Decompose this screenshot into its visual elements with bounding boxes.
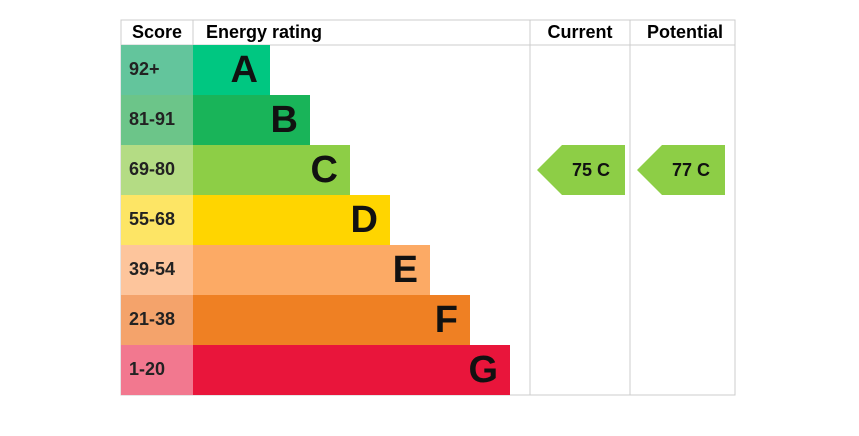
header-rating: Energy rating	[206, 22, 322, 42]
score-cell	[121, 295, 193, 345]
rating-bar	[193, 45, 270, 95]
score-label: 81-91	[129, 109, 175, 129]
score-cell	[121, 245, 193, 295]
header-potential: Potential	[647, 22, 723, 42]
rating-letter: E	[393, 249, 418, 291]
rating-bar	[193, 295, 470, 345]
score-cell	[121, 45, 193, 95]
rating-arrow-label: 75 C	[572, 160, 610, 180]
score-label: 69-80	[129, 159, 175, 179]
rating-bar	[193, 345, 510, 395]
rating-letter: B	[271, 99, 298, 141]
score-label: 55-68	[129, 209, 175, 229]
rating-bar	[193, 145, 350, 195]
rating-arrow	[537, 145, 625, 195]
score-cell	[121, 95, 193, 145]
rating-letter: G	[468, 349, 498, 391]
rating-bar	[193, 95, 310, 145]
score-cell	[121, 145, 193, 195]
header-current: Current	[547, 22, 612, 42]
score-label: 39-54	[129, 259, 175, 279]
rating-arrow-label: 77 C	[672, 160, 710, 180]
header-score: Score	[132, 22, 182, 42]
rating-bar	[193, 195, 390, 245]
score-cell	[121, 195, 193, 245]
rating-letter: D	[351, 199, 378, 241]
score-label: 92+	[129, 59, 160, 79]
rating-letter: A	[231, 49, 258, 91]
score-label: 21-38	[129, 309, 175, 329]
rating-bar	[193, 245, 430, 295]
rating-letter: F	[435, 299, 458, 341]
rating-arrow	[637, 145, 725, 195]
score-cell	[121, 345, 193, 395]
rating-letter: C	[311, 149, 338, 191]
score-label: 1-20	[129, 359, 165, 379]
